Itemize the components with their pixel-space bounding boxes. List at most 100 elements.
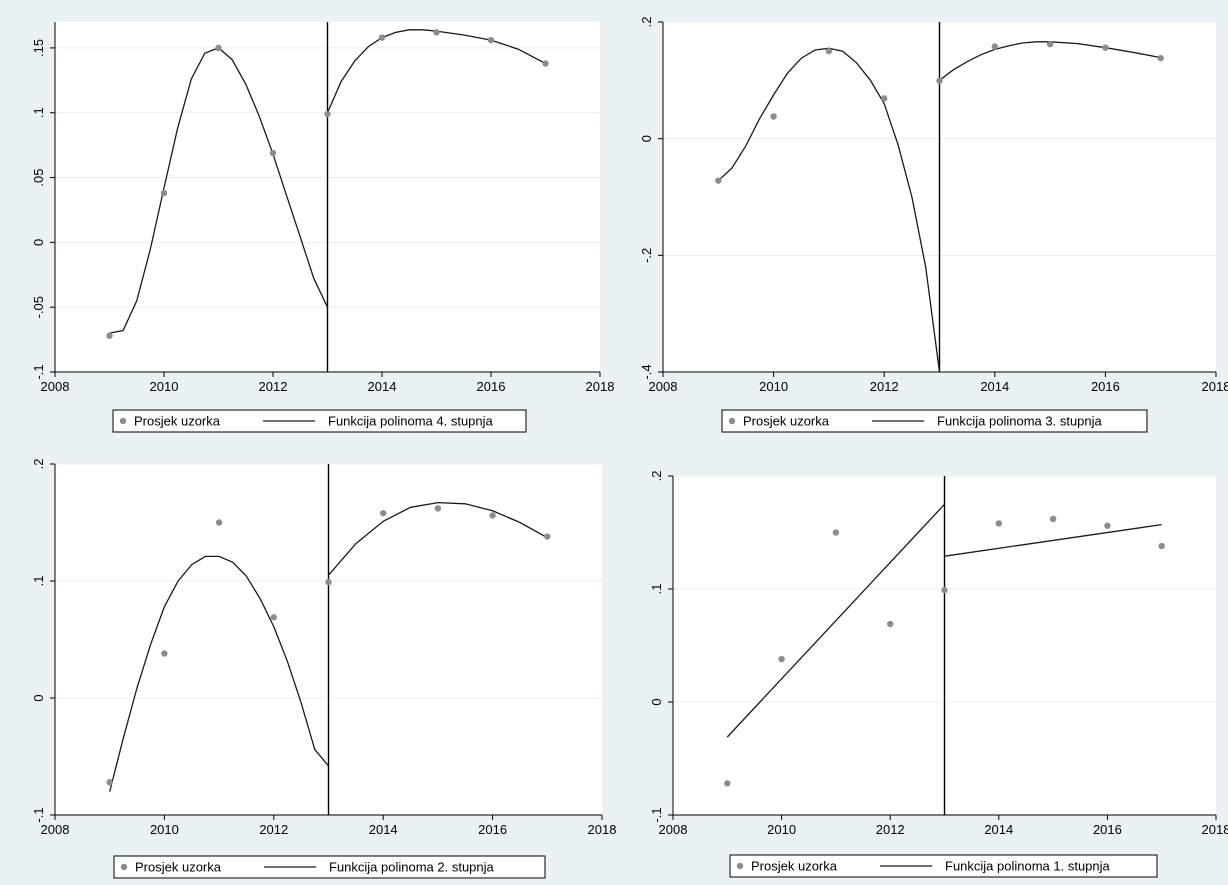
y-tick-label: -.1 — [649, 807, 664, 822]
x-tick-label: 2016 — [478, 822, 507, 837]
data-point — [161, 650, 168, 657]
data-point — [434, 505, 442, 512]
x-tick-label: 2012 — [876, 822, 905, 837]
legend-label: Prosjek uzorka — [751, 859, 838, 874]
data-point — [1102, 44, 1109, 51]
fitted-curve-segment — [726, 503, 945, 738]
x-tick-label: 2012 — [259, 822, 288, 837]
fitted-curve-segment — [109, 555, 329, 792]
legend: Prosjek uzorka Funkcija polinoma 3. stupn… — [721, 409, 1148, 433]
legend-label: Prosjek uzorka — [743, 414, 830, 429]
x-tick-label: 2010 — [150, 379, 179, 394]
legend-marker — [736, 862, 744, 870]
x-tick-label: 2008 — [649, 379, 678, 394]
data-point — [887, 620, 894, 628]
legend-marker — [120, 863, 128, 871]
y-tick-label: .1 — [31, 576, 46, 587]
x-tick-label: 2010 — [767, 822, 796, 837]
y-tick-label: -.05 — [31, 296, 46, 318]
y-tick-label: 0 — [649, 698, 664, 705]
y-tick-label: 0 — [639, 135, 654, 142]
legend-marker — [119, 417, 127, 425]
data-point — [433, 29, 440, 36]
y-tick-label: -.4 — [639, 364, 654, 379]
data-point — [487, 36, 495, 44]
data-point — [941, 586, 948, 594]
y-tick-label: .15 — [31, 39, 46, 57]
data-point — [106, 332, 113, 339]
legend-label: Prosjek uzorka — [135, 860, 222, 875]
x-tick-label: 2014 — [984, 822, 1013, 837]
y-tick-label: .05 — [31, 169, 46, 187]
x-tick-label: 2016 — [477, 379, 506, 394]
legend-box — [721, 409, 1148, 433]
legend: Prosjek uzorka Funkcija polinoma 2. stupn… — [113, 855, 546, 879]
y-tick-label: 0 — [31, 694, 46, 701]
legend-box — [112, 409, 527, 433]
y-tick-label: -.2 — [639, 248, 654, 263]
data-point — [1158, 542, 1165, 550]
data-point — [1157, 54, 1164, 62]
data-point — [724, 780, 731, 787]
legend-label: Prosjek uzorka — [134, 414, 221, 429]
legend-label: Funkcija polinoma 1. stupnja — [945, 859, 1111, 874]
data-point — [270, 614, 277, 621]
x-tick-label: 2018 — [1202, 822, 1228, 837]
x-tick-label: 2010 — [759, 379, 788, 394]
legend-label: Funkcija polinoma 3. stupnja — [937, 414, 1103, 429]
legend: Prosjek uzorka Funkcija polinoma 1. stupn… — [729, 854, 1158, 878]
x-tick-label: 2008 — [41, 379, 70, 394]
x-tick-label: 2016 — [1093, 822, 1122, 837]
data-point — [544, 533, 551, 540]
y-tick-label: .1 — [649, 584, 664, 595]
data-point — [1049, 515, 1057, 523]
data-point — [715, 177, 722, 184]
data-point — [991, 43, 998, 50]
y-tick-label: 0 — [31, 239, 46, 246]
legend-box — [113, 855, 546, 879]
data-point — [160, 189, 168, 197]
x-tick-label: 2008 — [659, 822, 688, 837]
legend-box — [729, 854, 1158, 878]
x-tick-label: 2018 — [586, 379, 615, 394]
data-point — [542, 60, 549, 67]
y-tick-label: .2 — [31, 459, 46, 470]
fitted-curve-segment — [328, 501, 548, 576]
data-point — [770, 113, 777, 120]
chart-panel-poly1: -.1 0 .1 .2 2008 2010 2012 2014 2016 2018 Prosjek … — [649, 471, 1228, 878]
chart-panel-poly3: -.4 -.2 0 .2 2008 2010 2012 2014 2016 2018 Prosjek… — [639, 17, 1228, 433]
data-point — [995, 520, 1002, 527]
x-tick-label: 2014 — [369, 822, 398, 837]
data-point — [269, 149, 277, 157]
data-point — [106, 779, 113, 786]
x-tick-label: 2014 — [368, 379, 397, 394]
x-tick-label: 2018 — [1202, 379, 1228, 394]
y-tick-label: .2 — [649, 471, 664, 482]
data-point — [324, 110, 331, 118]
data-point — [936, 77, 943, 85]
data-point — [832, 529, 840, 536]
x-tick-label: 2018 — [588, 822, 617, 837]
chart-panel-poly4: -.1 -.05 0 .05 .1 .15 2008 2010 2012 2014 2016 2018… — [31, 22, 615, 433]
x-tick-label: 2012 — [259, 379, 288, 394]
data-point — [489, 512, 496, 519]
y-tick-label: -.1 — [31, 807, 46, 822]
legend: Prosjek uzorka Funkcija polinoma 4. stupn… — [112, 409, 527, 433]
data-point — [215, 519, 223, 526]
data-point — [825, 47, 833, 55]
x-tick-label: 2008 — [41, 822, 70, 837]
data-point — [881, 95, 888, 102]
x-tick-label: 2012 — [870, 379, 899, 394]
data-point — [1104, 522, 1111, 529]
legend-marker — [728, 417, 736, 425]
y-tick-label: -.1 — [31, 364, 46, 379]
y-tick-label: .2 — [639, 17, 654, 28]
chart-panel-poly2: -.1 0 .1 .2 2008 2010 2012 2014 2016 2018 Prosjek … — [31, 459, 617, 879]
x-tick-label: 2016 — [1091, 379, 1120, 394]
fitted-curve-segment — [944, 523, 1162, 557]
data-point — [378, 34, 386, 41]
data-point — [778, 655, 785, 663]
data-point — [380, 509, 387, 517]
data-point — [325, 578, 332, 586]
